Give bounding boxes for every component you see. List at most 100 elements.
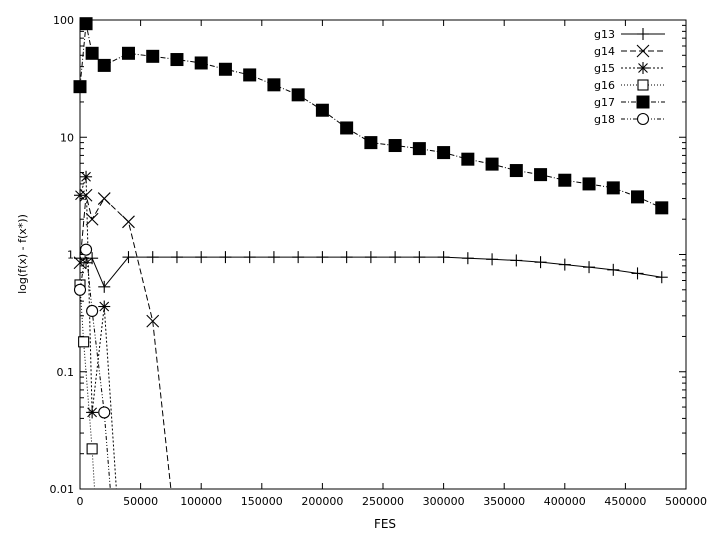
x-tick-label: 450000: [604, 495, 646, 508]
data-point-g17: [509, 164, 523, 178]
data-point-g14: [85, 212, 99, 226]
data-point-g17: [558, 173, 572, 187]
data-point-g13: [607, 263, 620, 276]
legend-label: g16: [594, 79, 615, 92]
data-point-g13: [486, 253, 499, 266]
data-point-g15: [86, 406, 99, 419]
legend-marker-g13: [637, 28, 649, 40]
series-g18: [73, 243, 111, 490]
legend-marker-g14: [636, 44, 650, 58]
data-point-g17: [146, 49, 160, 63]
series-line-g15: [79, 176, 117, 490]
data-point-g17: [194, 56, 208, 70]
data-point-g13: [583, 261, 596, 274]
data-point-g14: [146, 314, 160, 328]
data-point-g17: [631, 190, 645, 204]
y-axis-label: log(f(x) - f(x*)): [16, 214, 29, 294]
legend-marker-g16: [637, 79, 649, 91]
x-tick-label: 250000: [362, 495, 404, 508]
data-point-g17: [388, 139, 402, 153]
data-point-g18: [98, 406, 111, 419]
data-point-g13: [655, 271, 668, 284]
x-tick-label: 200000: [301, 495, 343, 508]
data-point-g17: [170, 53, 184, 67]
data-point-g18: [80, 243, 93, 256]
x-tick-label: 0: [77, 495, 84, 508]
y-tick-label: 100: [53, 14, 74, 27]
x-tick-label: 50000: [123, 495, 158, 508]
data-point-g14: [73, 256, 87, 270]
series-layer: [73, 17, 669, 490]
x-tick-label: 400000: [544, 495, 586, 508]
legend-label: g17: [594, 96, 615, 109]
data-point-g13: [267, 251, 280, 264]
data-point-g13: [219, 251, 232, 264]
data-point-g16: [86, 443, 98, 455]
data-point-g17: [218, 62, 232, 76]
data-point-g13: [292, 251, 305, 264]
data-point-g13: [80, 256, 93, 269]
series-g13: [74, 251, 668, 293]
data-point-g17: [606, 181, 620, 195]
legend-label: g13: [594, 28, 615, 41]
data-point-g13: [146, 251, 159, 264]
data-point-g18: [86, 304, 99, 318]
data-point-g17: [73, 80, 87, 94]
data-point-g13: [510, 254, 523, 267]
data-point-g13: [534, 256, 547, 269]
data-point-g13: [170, 251, 183, 264]
data-point-g17: [85, 46, 99, 60]
data-point-g17: [461, 152, 475, 166]
y-tick-label: 0.01: [50, 483, 75, 496]
y-tick-label: 1: [67, 249, 74, 262]
data-point-g13: [98, 280, 111, 293]
data-point-g13: [461, 252, 474, 265]
data-point-g16: [78, 336, 90, 348]
axes-layer: 0 50000 100000 150000 200000 250000 300000 3500…: [50, 14, 708, 508]
legend-marker-g15: [637, 62, 649, 74]
data-point-g17: [267, 78, 281, 92]
legend-label: g15: [594, 62, 615, 75]
data-point-g17: [340, 121, 354, 135]
data-point-g17: [485, 157, 499, 171]
series-line-g17: [79, 23, 662, 209]
data-point-g13: [364, 251, 377, 264]
data-point-g15: [80, 170, 93, 183]
data-point-g17: [655, 201, 669, 215]
data-point-g14: [97, 192, 111, 205]
data-point-g13: [195, 251, 208, 264]
legend-label: g14: [594, 45, 615, 58]
x-tick-label: 500000: [665, 495, 707, 508]
x-tick-label: 300000: [423, 495, 465, 508]
data-point-g13: [558, 258, 571, 271]
data-point-g13: [413, 251, 426, 264]
series-g17: [73, 17, 669, 215]
data-point-g17: [534, 168, 548, 182]
x-axis-label: FES: [374, 517, 396, 531]
data-point-g15: [74, 189, 86, 202]
data-point-g13: [243, 251, 256, 264]
data-point-g13: [340, 251, 353, 264]
data-point-g17: [412, 142, 426, 156]
data-point-g17: [97, 58, 111, 72]
data-point-g17: [364, 136, 378, 150]
data-point-g17: [437, 146, 451, 160]
data-point-g17: [291, 88, 305, 102]
data-point-g13: [316, 251, 329, 264]
data-point-g17: [121, 46, 135, 60]
data-point-g17: [582, 177, 596, 191]
legend-layer: g13 g14 g15 g16 g17 g18: [594, 28, 665, 126]
data-point-g17: [315, 103, 329, 117]
legend-marker-g17: [636, 95, 650, 109]
y-tick-label: 10: [60, 131, 74, 144]
data-point-g13: [631, 267, 644, 280]
x-tick-label: 100000: [180, 495, 222, 508]
y-tick-label: 0.1: [57, 366, 75, 379]
data-point-g17: [243, 68, 257, 82]
data-point-g17: [79, 17, 93, 31]
data-point-g14: [122, 215, 135, 229]
data-point-g18: [73, 283, 87, 296]
x-tick-label: 350000: [483, 495, 525, 508]
